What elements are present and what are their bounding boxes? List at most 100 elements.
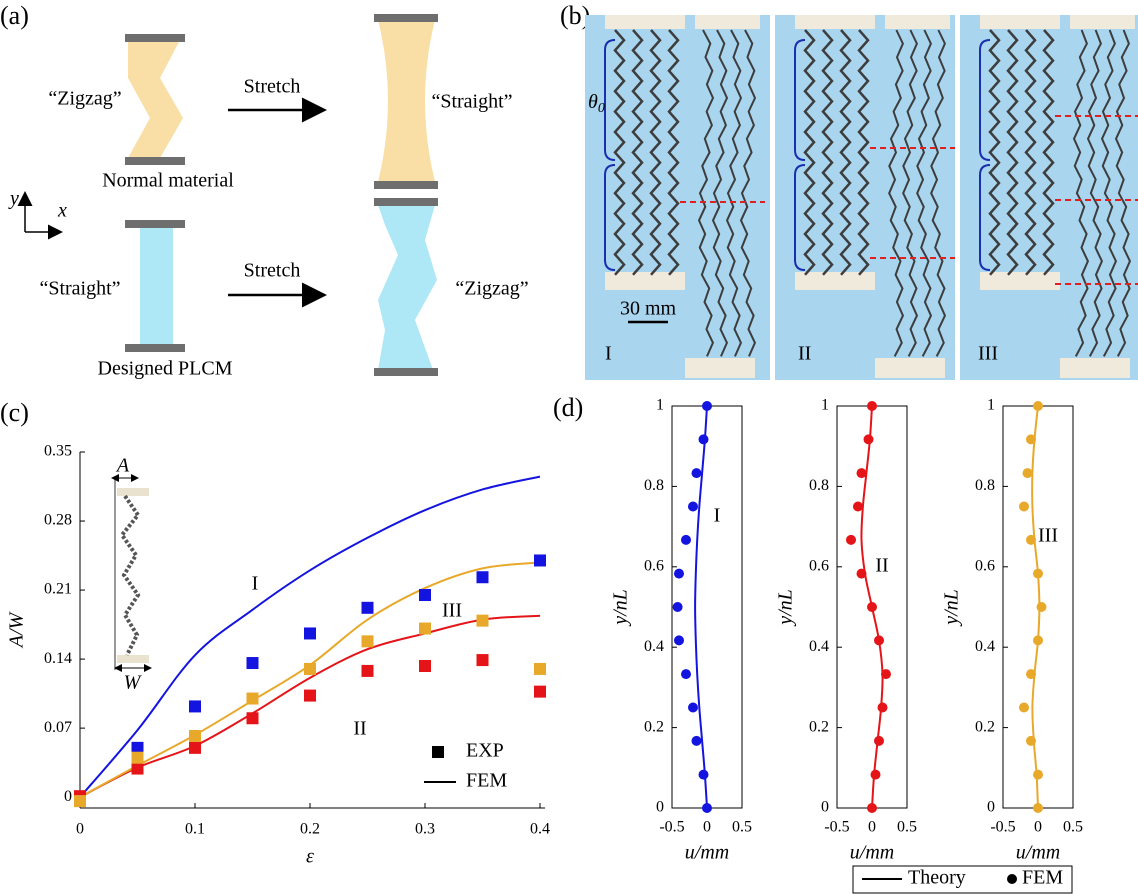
inset-label: A <box>115 455 130 477</box>
clamp <box>125 344 185 352</box>
lattice <box>697 29 715 357</box>
lattice <box>1006 29 1019 276</box>
clamp <box>125 220 185 228</box>
exp-point <box>361 635 374 648</box>
action-label: Stretch <box>244 260 301 282</box>
lattice <box>1100 29 1118 357</box>
exp-point <box>304 662 316 675</box>
exp-point <box>361 664 374 677</box>
panel-a: (a) “Zigzag” Stretch “Straight” Normal m… <box>0 1 529 380</box>
y-tick-label: 0 <box>821 799 829 816</box>
fem-point <box>874 635 884 646</box>
lattice <box>1086 29 1104 357</box>
exp-point <box>246 712 259 725</box>
fem-line <box>79 475 541 798</box>
y-tick-label: 0.2 <box>644 718 664 735</box>
y-axis-label: y/nL <box>610 589 632 627</box>
x-tick-label: 0 <box>1034 819 1042 836</box>
y-tick-label: 0.21 <box>44 581 72 598</box>
x-tick-label: 0.1 <box>185 821 205 838</box>
y-tick-label: 1 <box>987 397 995 414</box>
panel-b-labels: θ0 30 mm I II III <box>588 91 998 365</box>
y-axis-label: A/W <box>6 610 28 649</box>
x-tick-label: 0 <box>76 821 84 838</box>
clamp <box>125 34 185 42</box>
lattice <box>1114 29 1132 357</box>
grip <box>885 15 950 29</box>
exp-point <box>131 751 144 764</box>
y-tick-label: 0.35 <box>44 443 72 460</box>
grip <box>605 272 685 290</box>
action-label: Stretch <box>244 76 301 98</box>
fem-point <box>698 769 709 780</box>
scale-label: 30 mm <box>620 298 677 320</box>
fem-point <box>688 702 698 713</box>
legend-text: Theory <box>908 867 966 889</box>
case-label: III <box>1038 525 1058 547</box>
fem-point <box>691 735 702 746</box>
fem-line <box>79 614 541 799</box>
exp-point <box>246 657 259 670</box>
photo <box>775 15 955 380</box>
exp-point <box>534 685 546 698</box>
y-tick-label: 1 <box>656 397 664 414</box>
legend-text: FEM <box>1022 867 1063 889</box>
material-label: Normal material <box>102 170 234 192</box>
case-label: II <box>798 343 811 365</box>
y-axis-label: y/nL <box>775 589 797 627</box>
fem-point <box>867 401 877 411</box>
series-label: II <box>353 718 366 740</box>
material-label: Designed PLCM <box>98 358 233 380</box>
fem-point <box>863 434 874 445</box>
y-tick-label: 0.2 <box>975 718 995 735</box>
x-tick-label: -0.5 <box>824 819 849 836</box>
exp-point <box>419 588 431 601</box>
grip <box>795 272 875 290</box>
fem-point <box>674 568 684 579</box>
fem-point <box>702 803 712 813</box>
y-tick-label: 0.07 <box>44 719 72 736</box>
inset-clamp <box>117 655 149 663</box>
y-tick-label: 0.6 <box>975 557 995 574</box>
fem-point <box>691 468 702 479</box>
lattice <box>739 29 757 357</box>
lattice <box>725 29 743 357</box>
clamp <box>374 181 438 189</box>
exp-point <box>476 654 489 667</box>
x-tick-label: 0.5 <box>1063 819 1083 836</box>
x-axis-label: ε <box>306 846 314 868</box>
lattice <box>988 29 1001 276</box>
case-label: I <box>714 505 721 527</box>
fem-point <box>1033 635 1043 646</box>
series-label: III <box>442 600 462 622</box>
state-label: “Zigzag” <box>455 278 528 300</box>
x-axis-label: u/mm <box>685 842 729 864</box>
lattice <box>930 29 947 357</box>
case-label: III <box>978 343 998 365</box>
fem-point <box>1026 434 1036 445</box>
fem-point <box>702 401 712 411</box>
clamp <box>374 368 438 376</box>
grip <box>605 15 685 29</box>
fem-point <box>1033 401 1043 411</box>
exp-point <box>131 741 144 754</box>
fem-point <box>870 769 881 780</box>
exp-point <box>476 571 489 584</box>
bracket <box>979 39 991 271</box>
angle-label: θ0 <box>588 91 605 117</box>
fem-point <box>1033 803 1043 813</box>
y-tick-label: 0.4 <box>809 638 829 655</box>
grip <box>685 358 755 378</box>
fem-point <box>1033 769 1043 780</box>
lattice <box>667 29 680 276</box>
case-label: I <box>605 343 612 365</box>
panel-label: (c) <box>0 398 29 427</box>
y-tick-label: 0.4 <box>975 638 995 655</box>
legend-dot <box>1007 874 1017 884</box>
straight-shape <box>378 20 435 182</box>
grip <box>875 358 945 378</box>
fem-point <box>1026 735 1036 746</box>
fem-point <box>856 568 867 579</box>
exp-point <box>304 627 316 640</box>
y-tick-label: 0.6 <box>809 557 829 574</box>
